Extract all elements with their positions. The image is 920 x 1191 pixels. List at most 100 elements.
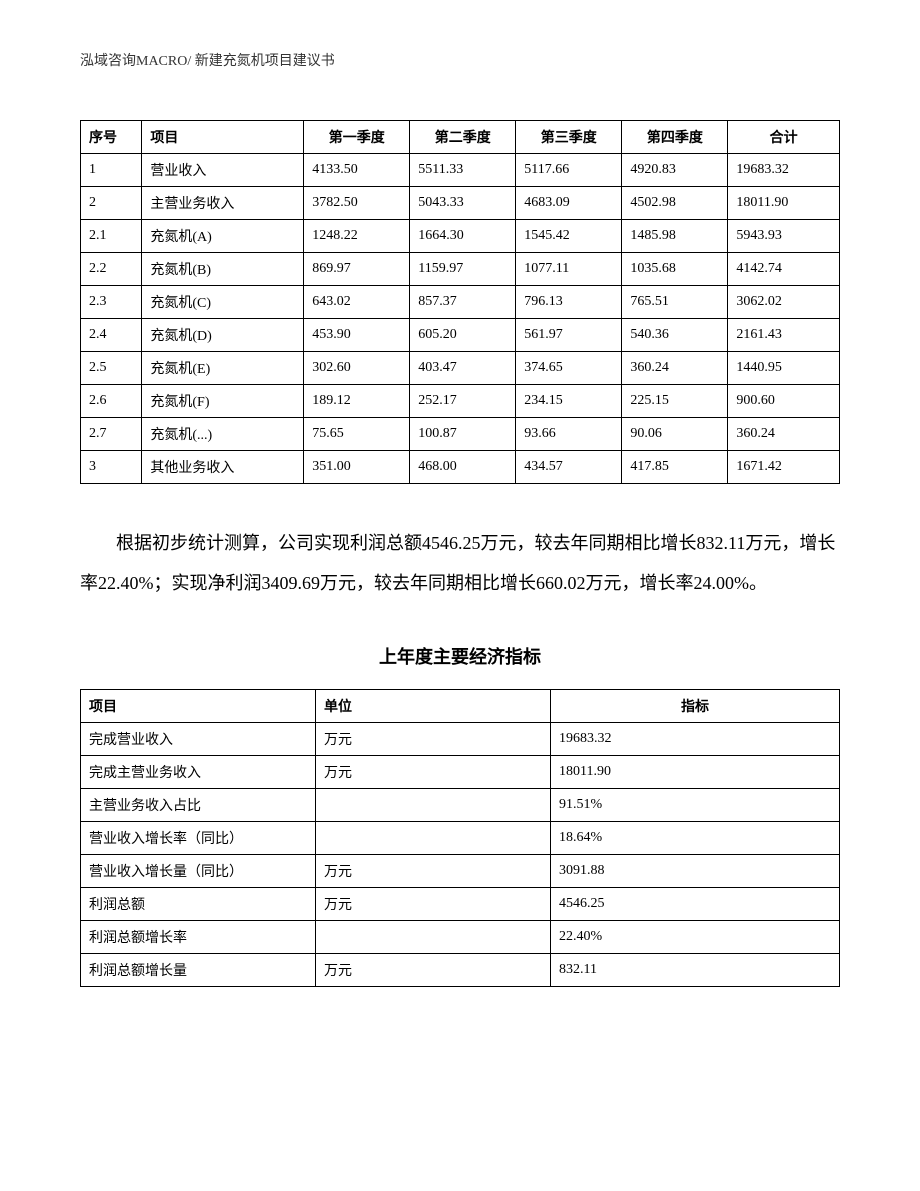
table-cell: 2.2 [81, 253, 142, 286]
table-row: 营业收入增长率（同比）18.64% [81, 822, 840, 855]
table-row: 主营业务收入占比 91.51% [81, 789, 840, 822]
table-cell: 充氮机(F) [142, 385, 304, 418]
table-cell: 充氮机(...) [142, 418, 304, 451]
table-cell: 万元 [316, 855, 551, 888]
table-cell: 434.57 [516, 451, 622, 484]
table-cell: 869.97 [304, 253, 410, 286]
page-header: 泓域咨询MACRO/ 新建充氮机项目建议书 [80, 50, 840, 70]
table-row: 完成营业收入万元19683.32 [81, 723, 840, 756]
table-cell: 其他业务收入 [142, 451, 304, 484]
table-cell: 2.1 [81, 220, 142, 253]
table-cell: 4133.50 [304, 154, 410, 187]
table-cell: 796.13 [516, 286, 622, 319]
table-cell: 360.24 [622, 352, 728, 385]
table-cell: 540.36 [622, 319, 728, 352]
summary-paragraph: 根据初步统计测算，公司实现利润总额4546.25万元，较去年同期相比增长832.… [80, 524, 840, 603]
header-q1: 第一季度 [304, 121, 410, 154]
table-cell: 18011.90 [728, 187, 840, 220]
quarterly-revenue-table: 序号 项目 第一季度 第二季度 第三季度 第四季度 合计 1营业收入4133.5… [80, 120, 840, 484]
economic-indicators-table: 项目 单位 指标 完成营业收入万元19683.32完成主营业务收入万元18011… [80, 689, 840, 987]
header-item: 项目 [142, 121, 304, 154]
table-cell: 营业收入增长量（同比） [81, 855, 316, 888]
table-cell: 4546.25 [551, 888, 840, 921]
table-cell: 5943.93 [728, 220, 840, 253]
table-row: 2.7充氮机(...)75.65100.8793.6690.06360.24 [81, 418, 840, 451]
table-cell: 万元 [316, 756, 551, 789]
table-cell: 4920.83 [622, 154, 728, 187]
table-cell: 234.15 [516, 385, 622, 418]
table-row: 2.5充氮机(E)302.60403.47374.65360.241440.95 [81, 352, 840, 385]
table-cell: 18011.90 [551, 756, 840, 789]
table-cell: 营业收入增长率（同比） [81, 822, 316, 855]
table-cell: 4142.74 [728, 253, 840, 286]
table-cell: 5511.33 [410, 154, 516, 187]
table-cell: 605.20 [410, 319, 516, 352]
table-cell: 充氮机(A) [142, 220, 304, 253]
table-cell: 19683.32 [728, 154, 840, 187]
table-cell: 1159.97 [410, 253, 516, 286]
header-total: 合计 [728, 121, 840, 154]
table-cell: 351.00 [304, 451, 410, 484]
table-cell: 75.65 [304, 418, 410, 451]
table-cell: 3062.02 [728, 286, 840, 319]
table-cell: 2161.43 [728, 319, 840, 352]
table-row: 利润总额增长率22.40% [81, 921, 840, 954]
table-row: 利润总额增长量万元832.11 [81, 954, 840, 987]
table-cell: 主营业务收入占比 [81, 789, 316, 822]
table-cell: 5117.66 [516, 154, 622, 187]
table-cell: 93.66 [516, 418, 622, 451]
table-cell: 1664.30 [410, 220, 516, 253]
table-cell: 5043.33 [410, 187, 516, 220]
header-unit: 单位 [316, 690, 551, 723]
table-cell: 完成主营业务收入 [81, 756, 316, 789]
table-cell: 2.5 [81, 352, 142, 385]
table-cell: 完成营业收入 [81, 723, 316, 756]
table-cell: 90.06 [622, 418, 728, 451]
table-cell: 225.15 [622, 385, 728, 418]
table-cell [316, 789, 551, 822]
table-cell: 2.3 [81, 286, 142, 319]
table-cell: 4502.98 [622, 187, 728, 220]
table-cell: 453.90 [304, 319, 410, 352]
table-cell: 1440.95 [728, 352, 840, 385]
table-cell: 1248.22 [304, 220, 410, 253]
table-cell: 2 [81, 187, 142, 220]
header-q3: 第三季度 [516, 121, 622, 154]
table-cell: 利润总额增长量 [81, 954, 316, 987]
header-q2: 第二季度 [410, 121, 516, 154]
table-cell: 2.7 [81, 418, 142, 451]
table-cell [316, 822, 551, 855]
table-cell: 417.85 [622, 451, 728, 484]
table-cell: 374.65 [516, 352, 622, 385]
table-cell [316, 921, 551, 954]
table-cell: 561.97 [516, 319, 622, 352]
section-title: 上年度主要经济指标 [80, 643, 840, 669]
table-cell: 360.24 [728, 418, 840, 451]
header-index: 序号 [81, 121, 142, 154]
table-cell: 4683.09 [516, 187, 622, 220]
table-row: 1营业收入4133.505511.335117.664920.8319683.3… [81, 154, 840, 187]
table-cell: 充氮机(D) [142, 319, 304, 352]
table-cell: 2.6 [81, 385, 142, 418]
table-cell: 100.87 [410, 418, 516, 451]
table-row: 完成主营业务收入万元18011.90 [81, 756, 840, 789]
table-row: 2.6充氮机(F)189.12252.17234.15225.15900.60 [81, 385, 840, 418]
table-cell: 91.51% [551, 789, 840, 822]
table-row: 2主营业务收入3782.505043.334683.094502.9818011… [81, 187, 840, 220]
table-row: 2.4充氮机(D)453.90605.20561.97540.362161.43 [81, 319, 840, 352]
table-header-row: 序号 项目 第一季度 第二季度 第三季度 第四季度 合计 [81, 121, 840, 154]
table-row: 营业收入增长量（同比）万元3091.88 [81, 855, 840, 888]
table-row: 2.2充氮机(B)869.971159.971077.111035.684142… [81, 253, 840, 286]
table-cell: 1485.98 [622, 220, 728, 253]
table-cell: 充氮机(B) [142, 253, 304, 286]
table-cell: 万元 [316, 723, 551, 756]
table-header-row: 项目 单位 指标 [81, 690, 840, 723]
table-row: 利润总额万元4546.25 [81, 888, 840, 921]
table-cell: 3 [81, 451, 142, 484]
table-cell: 充氮机(E) [142, 352, 304, 385]
table-cell: 857.37 [410, 286, 516, 319]
header-item: 项目 [81, 690, 316, 723]
header-value: 指标 [551, 690, 840, 723]
table-cell: 营业收入 [142, 154, 304, 187]
header-q4: 第四季度 [622, 121, 728, 154]
